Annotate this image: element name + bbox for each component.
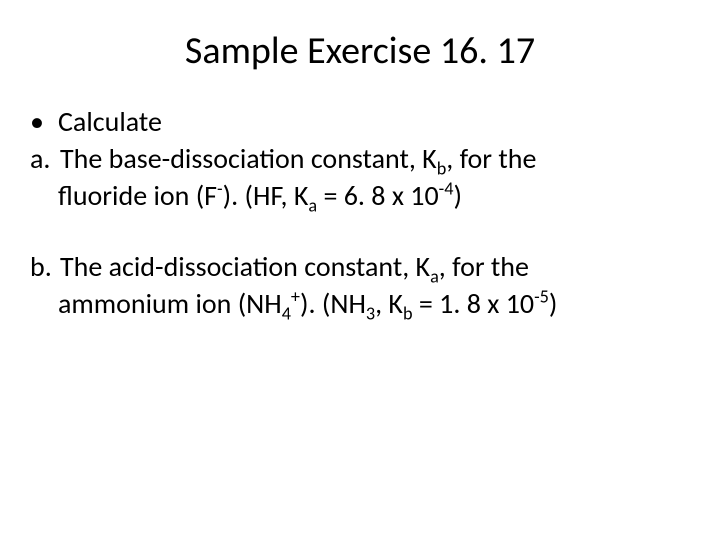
text: ): [453, 178, 462, 213]
bullet-calculate: • Calculate: [30, 104, 690, 139]
text: = 6. 8 x 10: [317, 178, 439, 213]
slide-body: • Calculate a. The base-dissociation con…: [30, 104, 690, 321]
list-text-b-line2: ammonium ion (NH4+). (NH3, Kb = 1. 8 x 1…: [30, 286, 690, 321]
superscript-exp: -4: [439, 178, 454, 200]
list-text-a-line1: The base-dissociation constant, Kb, for …: [60, 141, 690, 176]
subscript-a: a: [308, 195, 317, 217]
superscript-exp: -5: [534, 286, 549, 308]
text: The base-dissociation constant, K: [60, 141, 437, 176]
text: fluoride ion (F: [58, 178, 217, 213]
text: ). (HF, K: [223, 178, 309, 213]
slide-title: Sample Exercise 16. 17: [30, 28, 690, 74]
text: ammonium ion (NH: [58, 286, 282, 321]
text: , for the: [446, 141, 536, 176]
subscript-3: 3: [366, 303, 375, 325]
list-item-b: b. The acid-dissociation constant, Ka, f…: [30, 249, 690, 284]
superscript-plus: +: [291, 286, 300, 308]
spacer: [30, 213, 690, 249]
subscript-a: a: [430, 266, 439, 288]
text: ). (NH: [300, 286, 366, 321]
list-text-a-line2: fluoride ion (F-). (HF, Ka = 6. 8 x 10-4…: [30, 178, 690, 213]
text: The acid-dissociation constant, K: [60, 249, 430, 284]
text: ): [549, 286, 558, 321]
bullet-text: Calculate: [58, 104, 162, 139]
text: , K: [375, 286, 403, 321]
subscript-b: b: [437, 158, 447, 180]
subscript-b: b: [403, 303, 413, 325]
list-marker-a: a.: [30, 141, 60, 176]
bullet-marker: •: [30, 104, 58, 139]
list-text-b-line1: The acid-dissociation constant, Ka, for …: [60, 249, 690, 284]
list-marker-b: b.: [30, 249, 60, 284]
text: = 1. 8 x 10: [413, 286, 535, 321]
slide-container: Sample Exercise 16. 17 • Calculate a. Th…: [0, 0, 720, 540]
subscript-4: 4: [282, 303, 291, 325]
list-item-a: a. The base-dissociation constant, Kb, f…: [30, 141, 690, 176]
text: , for the: [439, 249, 529, 284]
